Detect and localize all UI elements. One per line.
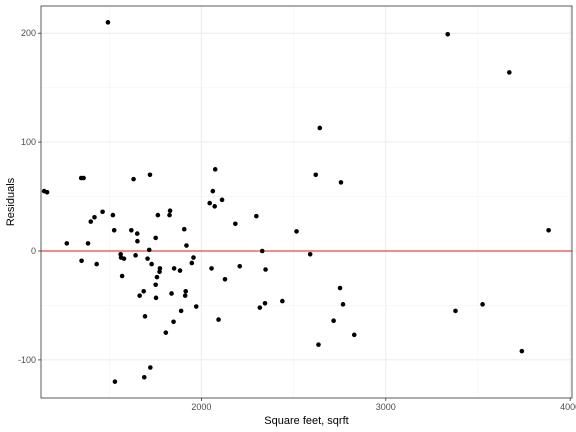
residual-point [233,221,238,227]
residual-point [149,261,154,267]
residual-point [181,226,187,232]
residual-point [148,365,153,370]
residual-point [111,228,117,233]
residual-point [178,308,184,314]
residual-point [340,302,346,307]
residual-point [351,332,357,338]
residual-point [105,20,111,25]
residual-point [171,319,176,325]
residual-point [338,180,344,185]
residual-point [212,204,217,209]
residual-point [210,188,216,194]
y-axis-title: Residuals [5,177,17,226]
residual-point [147,172,153,178]
residual-point [153,235,158,241]
residual-point [257,305,263,310]
residual-point [167,208,173,214]
residual-point [184,243,189,248]
residual-point [135,238,140,244]
residual-point [134,231,140,236]
residual-point [209,266,214,271]
residual-point [121,256,127,261]
residual-point [146,247,152,253]
residual-point [154,274,160,280]
residual-point [153,282,158,288]
x-tick-label: 4000 [560,402,576,412]
residual-point [480,302,485,307]
residual-point [112,379,118,384]
residual-point [207,200,213,206]
residual-point [519,348,525,354]
y-tick-label: 200 [21,28,36,38]
y-tick-label: 0 [31,246,36,256]
residual-point [169,291,174,296]
residual-point [183,288,189,294]
residual-point [44,189,50,195]
residual-point [145,256,150,261]
residual-point [189,260,195,266]
residual-point [317,125,323,131]
residual-point [546,228,551,233]
residual-point [219,197,225,203]
residual-point [88,219,94,224]
panel-background [41,6,572,398]
residual-point [94,261,99,267]
residual-point [171,266,177,271]
residual-point [182,293,188,298]
y-tick-label: -100 [18,355,36,365]
residual-point [445,32,451,37]
residual-point [64,241,70,246]
residual-point [331,318,336,323]
residual-point [92,214,97,220]
residual-point [507,70,512,75]
residual-point [263,267,268,272]
data-points [41,20,551,384]
residual-point [110,212,116,218]
residual-point [222,277,228,282]
residual-point [141,375,147,380]
x-axis-title: Square feet, sqrft [264,415,348,427]
residual-point [137,293,142,298]
residual-point [119,273,125,279]
x-tick-label: 2000 [191,402,211,412]
residual-point [453,308,458,314]
residual-point [133,253,138,258]
residual-point [157,266,163,271]
residual-point [254,213,259,219]
residual-point [316,342,321,347]
residual-point [167,212,172,218]
residual-point [153,295,159,301]
residual-point [237,263,243,269]
residual-point [193,304,199,309]
residual-point [129,228,134,233]
y-tick-label: 100 [21,137,36,147]
residual-point [85,241,91,246]
panel-border [40,5,573,399]
residual-point [313,172,319,178]
residual-point [216,317,221,322]
axis-ticks: 2000 3000 4000 -100 0 100 200 [18,28,576,412]
residual-point [212,167,218,172]
residual-point [141,288,146,294]
residual-point [142,314,148,319]
x-tick-label: 3000 [376,402,396,412]
residual-point [294,229,299,234]
residual-point [307,251,313,257]
residual-point [163,330,169,335]
residual-point [262,300,268,306]
residual-point [131,176,136,182]
residual-point [155,212,161,218]
residual-point [191,255,196,260]
residual-point [280,298,285,304]
residual-point [177,268,183,273]
residual-point [79,258,84,264]
residual-point [100,209,105,215]
residual-point [81,175,86,181]
residual-point [259,248,265,254]
residual-point [337,285,343,291]
